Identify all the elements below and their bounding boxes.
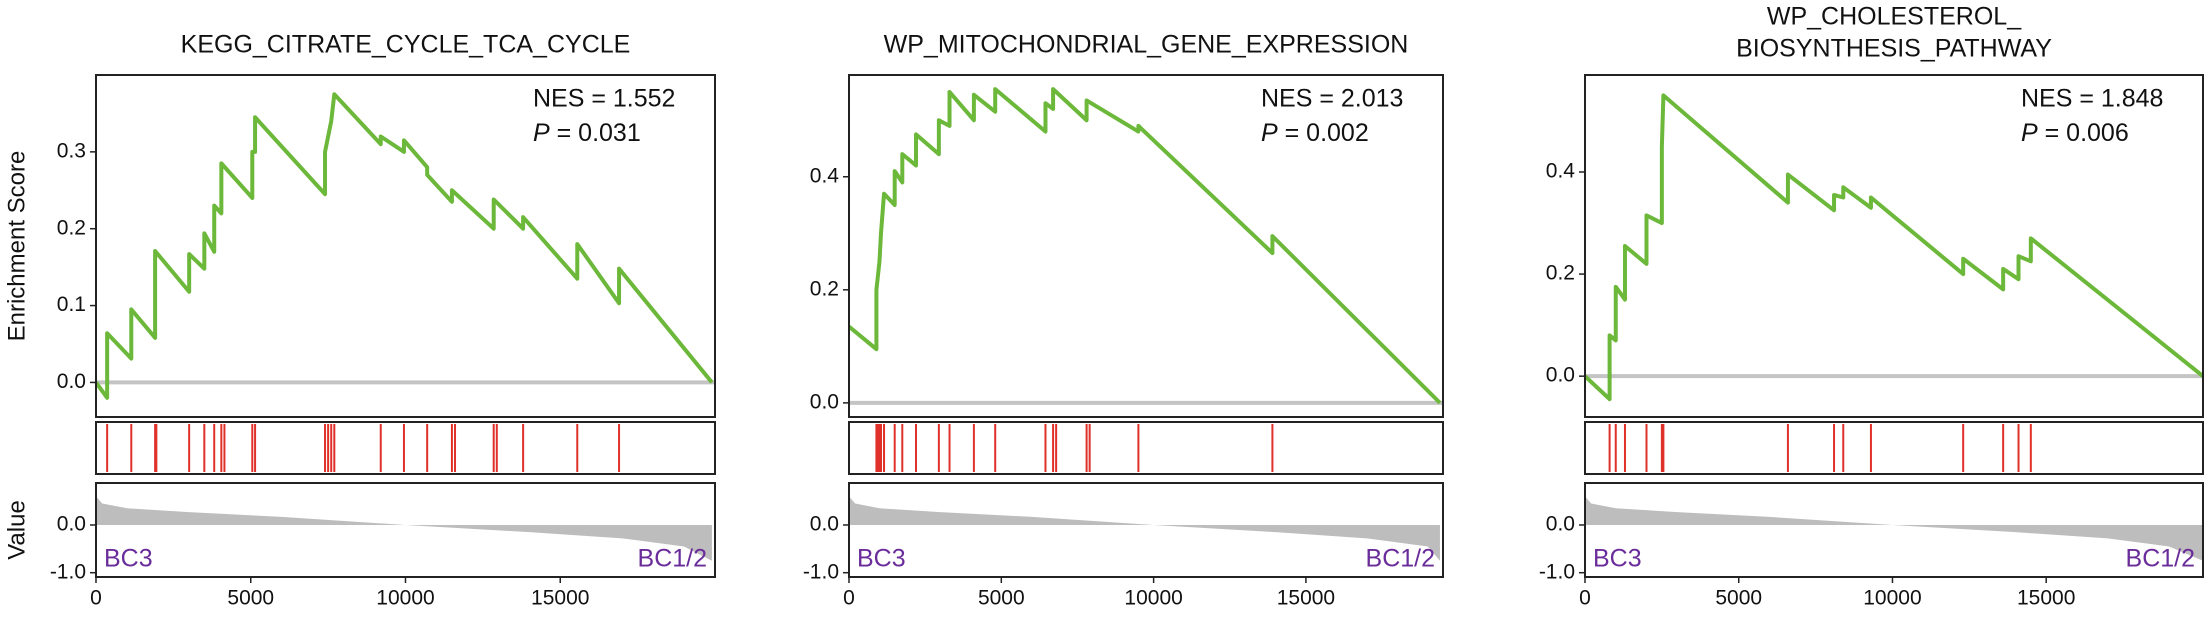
metric-area: [1585, 496, 2203, 561]
annotation: NES = 2.013: [1261, 85, 1403, 113]
metric-frame: [848, 482, 1444, 578]
metric-axis-label: Value: [3, 500, 30, 560]
enrichment-line: [94, 92, 714, 400]
x-tick-label: 5000: [227, 587, 274, 610]
p-value: = 0.031: [550, 119, 641, 147]
rug-frame: [1584, 421, 2204, 475]
metric-area: [849, 496, 1440, 561]
p-symbol: P: [2021, 119, 2038, 147]
x-tick-label: 5000: [1715, 587, 1762, 610]
panel-title: WP_CHOLESTEROL_: [1767, 3, 2022, 31]
panel-title: KEGG_CITRATE_CYCLE_TCA_CYCLE: [181, 31, 631, 59]
enrichment-line: [847, 87, 1442, 405]
annotation: P = 0.006: [2021, 119, 2129, 147]
x-tick-label: 15000: [1277, 587, 1335, 610]
plot-frame: [848, 74, 1444, 418]
p-value: = 0.002: [1278, 119, 1369, 147]
x-tick-label: 0: [843, 587, 855, 610]
annotation: P = 0.031: [533, 119, 641, 147]
x-tick-label: 10000: [1124, 587, 1182, 610]
plot-frame: [95, 74, 716, 418]
annotation: NES = 1.552: [533, 85, 675, 113]
y-tick-label: 0.2: [810, 277, 839, 300]
metric-y-tick-label: -1.0: [50, 560, 86, 583]
y-tick-label: 0.4: [810, 164, 840, 187]
metric-y-tick-label: 0.0: [810, 513, 839, 536]
y-tick-label: 0.3: [57, 139, 86, 162]
p-symbol: P: [533, 119, 550, 147]
annotation: NES = 1.848: [2021, 85, 2163, 113]
y-tick-label: 0.2: [57, 216, 86, 239]
y-tick-label: 0.0: [810, 390, 839, 413]
x-tick-label: 10000: [376, 587, 434, 610]
x-tick-label: 10000: [1863, 587, 1921, 610]
group-label: BC1/2: [2126, 545, 2195, 573]
x-tick-label: 0: [1579, 587, 1591, 610]
x-tick-label: 5000: [978, 587, 1025, 610]
metric-y-tick-label: -1.0: [803, 560, 839, 583]
annotation: P = 0.002: [1261, 119, 1369, 147]
group-label: BC3: [104, 545, 153, 573]
rug-frame: [95, 421, 716, 475]
group-label: BC3: [857, 545, 906, 573]
y-tick-label: 0.0: [1546, 364, 1575, 387]
y-tick-label: 0.1: [57, 293, 86, 316]
metric-area: [96, 496, 712, 561]
metric-frame: [1584, 482, 2204, 578]
enrichment-line: [1583, 93, 2205, 402]
panel-title: BIOSYNTHESIS_PATHWAY: [1736, 35, 2052, 63]
y-axis-label: Enrichment Score: [3, 151, 30, 342]
x-tick-label: 15000: [2017, 587, 2075, 610]
group-label: BC3: [1593, 545, 1642, 573]
y-tick-label: 0.0: [57, 370, 86, 393]
x-tick-label: 0: [90, 587, 102, 610]
group-label: BC1/2: [1366, 545, 1435, 573]
rug-frame: [848, 421, 1444, 475]
plot-frame: [1584, 74, 2204, 418]
metric-y-tick-label: -1.0: [1539, 560, 1575, 583]
p-symbol: P: [1261, 119, 1278, 147]
metric-y-tick-label: 0.0: [57, 513, 86, 536]
group-label: BC1/2: [638, 545, 707, 573]
metric-y-tick-label: 0.0: [1546, 513, 1575, 536]
y-tick-label: 0.2: [1546, 262, 1575, 285]
p-value: = 0.006: [2038, 119, 2129, 147]
panel-title: WP_MITOCHONDRIAL_GENE_EXPRESSION: [884, 31, 1409, 59]
x-tick-label: 15000: [531, 587, 589, 610]
y-tick-label: 0.4: [1546, 160, 1576, 183]
